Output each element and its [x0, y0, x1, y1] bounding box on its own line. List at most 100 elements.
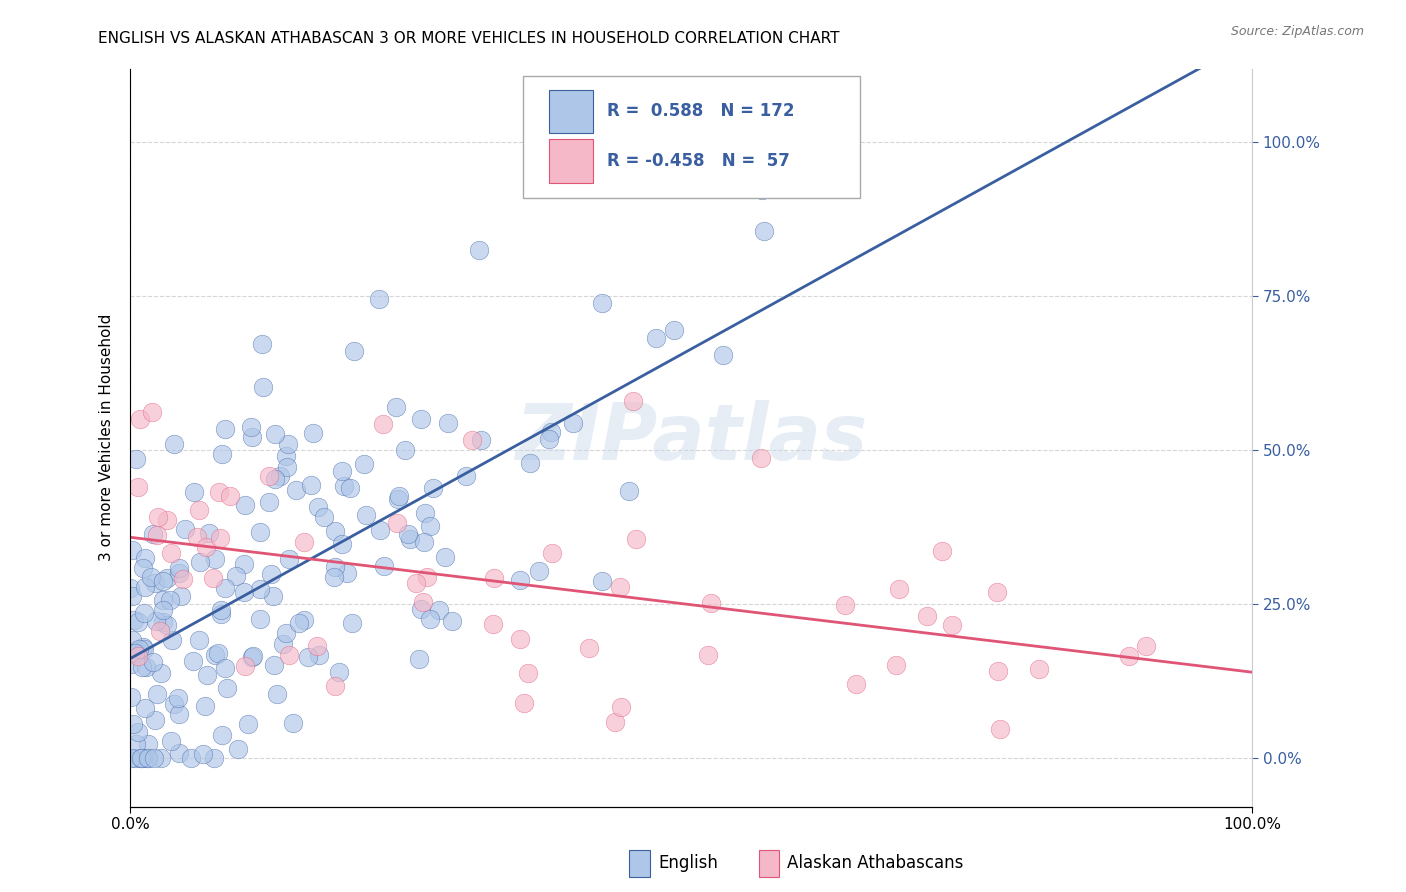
Point	[215, 681, 238, 695]
Point	[152, 574, 174, 589]
Point	[330, 464, 353, 478]
Point	[621, 394, 644, 409]
Point	[274, 625, 297, 640]
Point	[156, 513, 179, 527]
Point	[591, 574, 613, 588]
Point	[146, 687, 169, 701]
Point	[208, 484, 231, 499]
Point	[122, 613, 145, 627]
Point	[127, 725, 149, 739]
Point	[136, 750, 159, 764]
Point	[131, 750, 153, 764]
Point	[183, 484, 205, 499]
Point	[131, 750, 153, 764]
Point	[207, 646, 229, 660]
Point	[314, 510, 336, 524]
Point	[697, 648, 720, 662]
Point	[322, 570, 344, 584]
Point	[277, 648, 299, 663]
Text: R = -0.458   N =  57: R = -0.458 N = 57	[607, 152, 790, 169]
Point	[218, 489, 240, 503]
Point	[297, 649, 319, 664]
Point	[284, 483, 307, 497]
Point	[988, 723, 1011, 737]
Point	[562, 416, 585, 430]
Point	[135, 750, 157, 764]
Point	[323, 679, 346, 693]
Point	[624, 532, 647, 546]
Point	[159, 593, 181, 607]
Point	[173, 522, 195, 536]
Point	[156, 617, 179, 632]
Point	[281, 716, 304, 731]
Point	[235, 498, 257, 512]
Point	[368, 524, 391, 538]
Point	[131, 561, 153, 575]
Point	[188, 632, 211, 647]
Point	[160, 633, 183, 648]
Point	[225, 569, 247, 583]
Point	[353, 457, 375, 471]
Point	[152, 603, 174, 617]
Point	[454, 468, 477, 483]
Point	[167, 706, 190, 721]
Point	[150, 750, 173, 764]
Text: R =  0.588   N = 172: R = 0.588 N = 172	[607, 103, 794, 120]
Point	[124, 646, 146, 660]
Point	[160, 546, 183, 560]
Point	[143, 575, 166, 590]
Point	[540, 425, 562, 439]
Point	[127, 615, 149, 629]
Point	[276, 459, 298, 474]
Point	[509, 573, 531, 587]
Point	[202, 750, 225, 764]
Point	[387, 492, 409, 507]
Point	[128, 750, 150, 764]
Y-axis label: 3 or more Vehicles in Household: 3 or more Vehicles in Household	[100, 314, 114, 561]
Point	[127, 648, 149, 663]
Point	[619, 483, 641, 498]
Point	[127, 480, 149, 494]
Point	[354, 508, 377, 522]
Point	[333, 479, 356, 493]
Point	[236, 716, 259, 731]
Point	[884, 658, 907, 673]
Point	[437, 416, 460, 430]
Point	[211, 447, 233, 461]
Point	[249, 524, 271, 539]
Point	[751, 183, 773, 197]
Point	[662, 323, 685, 337]
Point	[124, 750, 146, 764]
Point	[986, 584, 1008, 599]
Point	[915, 609, 938, 624]
Point	[134, 700, 156, 714]
Point	[605, 714, 627, 729]
Point	[201, 571, 224, 585]
Point	[232, 557, 254, 571]
Point	[292, 613, 315, 627]
Point	[152, 615, 174, 629]
Point	[889, 582, 911, 596]
Point	[135, 659, 157, 673]
Point	[299, 477, 322, 491]
Text: Source: ZipAtlas.com: Source: ZipAtlas.com	[1230, 25, 1364, 38]
Point	[240, 649, 263, 664]
Text: Alaskan Athabascans: Alaskan Athabascans	[787, 855, 963, 872]
Point	[131, 660, 153, 674]
Point	[399, 533, 422, 547]
Point	[127, 644, 149, 658]
Point	[405, 575, 427, 590]
Point	[373, 559, 395, 574]
Point	[422, 481, 444, 495]
Point	[152, 593, 174, 607]
Point	[194, 540, 217, 554]
Point	[470, 433, 492, 447]
Point	[214, 422, 236, 436]
Point	[209, 603, 232, 617]
Point	[368, 292, 391, 306]
Point	[834, 599, 856, 613]
Point	[591, 296, 613, 310]
Point	[209, 531, 232, 545]
Point	[204, 648, 226, 662]
Point	[263, 658, 285, 673]
